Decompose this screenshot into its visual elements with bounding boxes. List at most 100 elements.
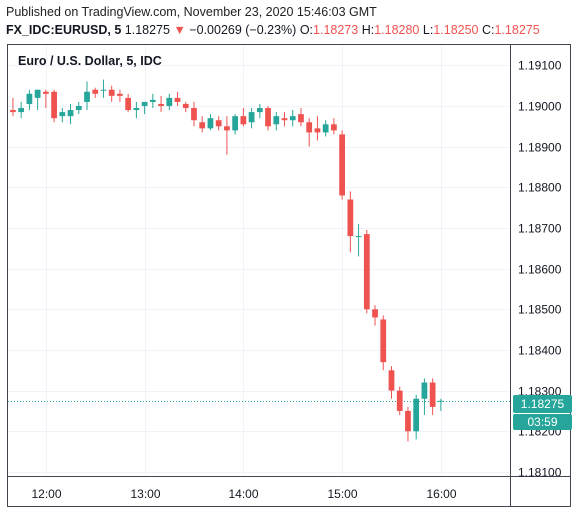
candle: [133, 101, 140, 119]
candle: [437, 398, 444, 411]
candle-body: [166, 97, 173, 106]
candle: [75, 101, 82, 115]
price-tick-label: 1.19000: [518, 100, 562, 114]
candle: [363, 230, 370, 314]
candle-body: [34, 89, 41, 98]
candle: [141, 101, 148, 115]
candle: [314, 116, 321, 141]
candle: [380, 315, 387, 371]
candle: [347, 191, 354, 253]
candle: [199, 116, 206, 133]
candle-body: [158, 103, 164, 106]
low-value: 1.18250: [433, 23, 479, 37]
candle-body: [273, 116, 280, 125]
price-tick-label: 1.18500: [518, 303, 562, 317]
candle: [388, 366, 395, 399]
countdown-badge: 03:59: [513, 414, 572, 430]
candle-body: [331, 124, 337, 131]
candle-body: [322, 124, 329, 133]
candle: [100, 79, 107, 98]
chart-title: Euro / U.S. Dollar, 5, IDC: [18, 54, 162, 68]
candle-body: [281, 118, 288, 121]
candle: [26, 89, 33, 111]
chart-border: [7, 44, 571, 507]
candle: [372, 305, 378, 326]
candle: [281, 112, 288, 127]
change-value: −0.00269 (−0.23%): [189, 23, 297, 37]
candle-body: [289, 116, 296, 121]
candle: [92, 87, 99, 98]
candle: [331, 118, 337, 135]
candle: [59, 108, 66, 123]
candle-body: [215, 120, 222, 127]
down-arrow-icon: ▼: [173, 23, 186, 37]
candle: [306, 118, 313, 147]
candle-body: [314, 128, 321, 133]
candle-body: [256, 108, 263, 113]
last-price: 1.18275: [124, 23, 170, 37]
candle-body: [133, 108, 140, 111]
candle-body: [396, 390, 403, 411]
candle-body: [248, 112, 255, 123]
candle-body: [224, 126, 230, 131]
price-tick-label: 1.18100: [518, 466, 562, 480]
price-tick-label: 1.18700: [518, 222, 562, 236]
candle-body: [92, 89, 99, 94]
candle: [355, 223, 362, 257]
time-tick-label: 12:00: [31, 487, 61, 501]
last-price-badge: 1.18275: [513, 395, 572, 413]
candle: [158, 95, 164, 113]
candle-body: [207, 118, 214, 129]
candle: [339, 130, 345, 200]
price-tick-label: 1.18800: [518, 181, 562, 195]
candle-body: [306, 122, 313, 133]
candle-body: [125, 97, 132, 111]
candle-body: [100, 89, 107, 91]
candle: [396, 386, 403, 416]
time-tick-label: 15:00: [327, 487, 357, 501]
candle-body: [372, 309, 378, 318]
candle-body: [413, 398, 420, 432]
candle: [174, 91, 181, 106]
candle: [248, 108, 255, 129]
candle: [224, 116, 230, 155]
candle: [34, 89, 41, 111]
candle: [149, 93, 156, 109]
candle: [232, 114, 239, 135]
candle: [298, 108, 304, 127]
candle-body: [265, 108, 271, 127]
candle: [413, 394, 420, 440]
candle-body: [363, 234, 370, 310]
candle: [421, 378, 428, 416]
published-line: Published on TradingView.com, November 2…: [6, 5, 377, 19]
candle: [51, 89, 57, 123]
candle-body: [405, 410, 411, 432]
candle-body: [421, 382, 428, 399]
candle: [117, 89, 123, 102]
time-tick-label: 13:00: [130, 487, 160, 501]
candle-body: [182, 103, 189, 109]
candles: [10, 79, 444, 442]
symbol-label: FX_IDC:EURUSD, 5: [6, 23, 122, 37]
candle-body: [174, 97, 181, 102]
time-axis[interactable]: 12:00 13:00 14:00 15:00 16:00: [31, 487, 456, 501]
candle-body: [339, 134, 345, 196]
close-label: C:: [481, 23, 495, 37]
time-tick-label: 16:00: [426, 487, 456, 501]
price-axis[interactable]: 1.19100 1.19000 1.18900 1.18800 1.18700 1.186…: [518, 59, 562, 480]
candle-body: [232, 116, 239, 131]
candle-body: [26, 93, 33, 104]
candle-body: [199, 122, 206, 129]
time-tick-label: 14:00: [228, 487, 258, 501]
candle: [405, 406, 411, 442]
candle-body: [191, 108, 197, 121]
candle: [18, 101, 25, 119]
candle-body: [51, 91, 57, 119]
candle-body: [75, 105, 82, 111]
candle: [166, 93, 173, 111]
candle: [215, 116, 222, 131]
candle-body: [84, 91, 90, 102]
candle-body: [141, 101, 148, 106]
low-label: L:: [422, 23, 434, 37]
